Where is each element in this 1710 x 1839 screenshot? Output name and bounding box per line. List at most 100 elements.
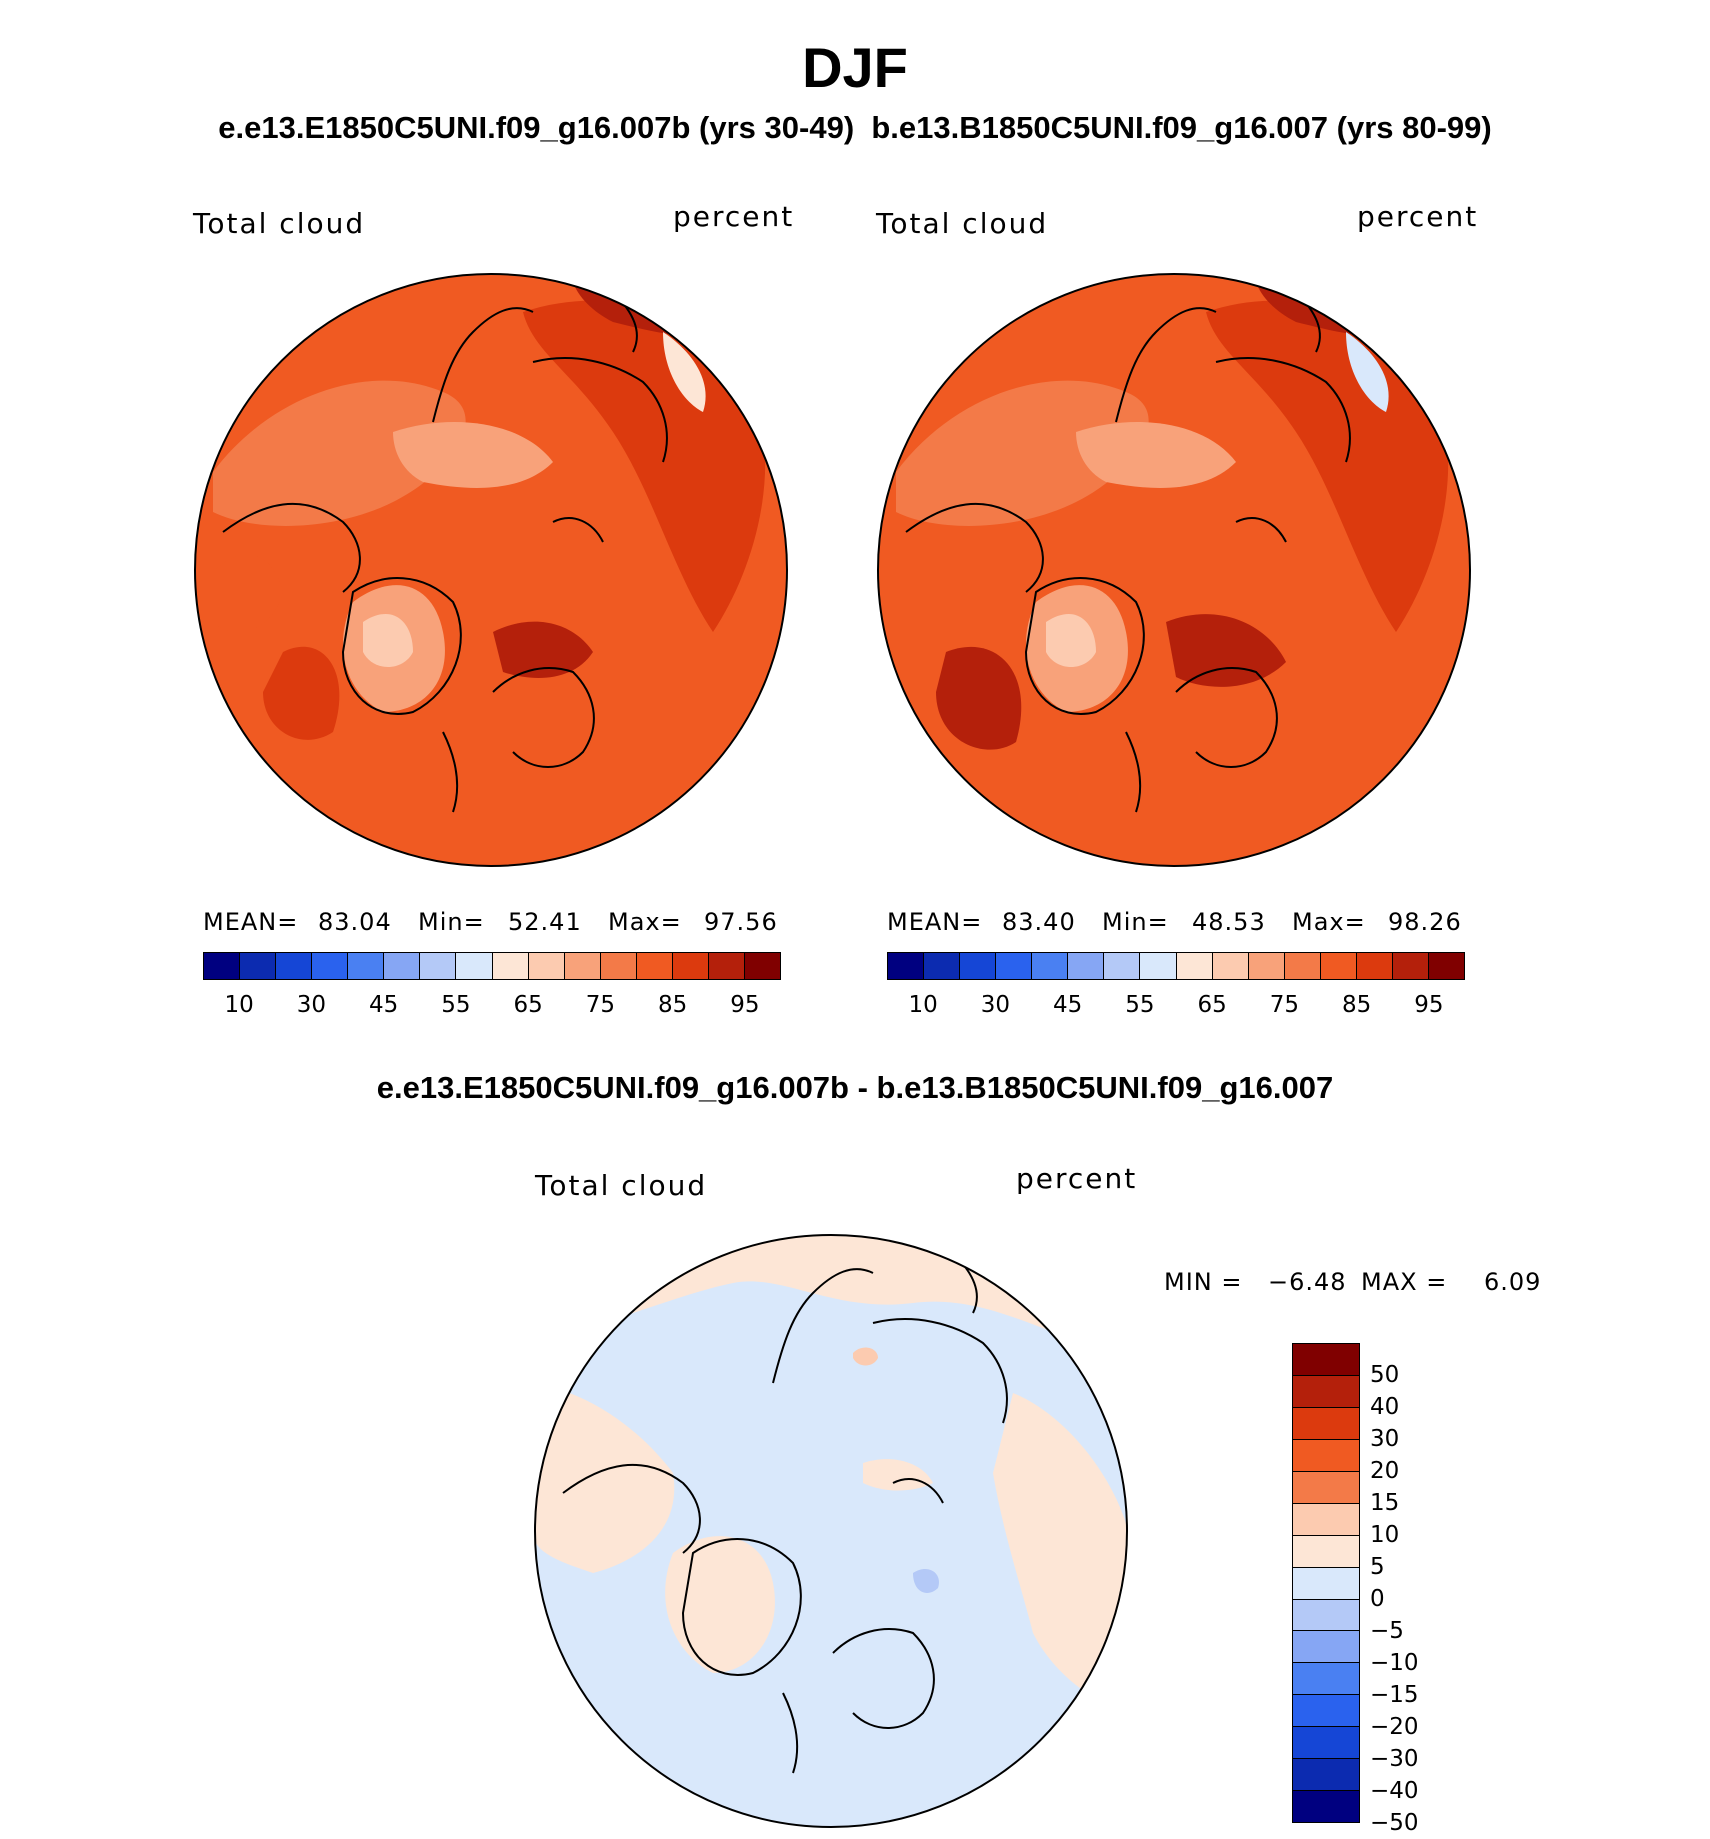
colorbar-swatch <box>420 953 457 979</box>
cases-subtitle: e.e13.E1850C5UNI.f09_g16.007b (yrs 30-49… <box>218 110 1492 145</box>
panel1-mean-value: 83.04 <box>318 908 392 936</box>
map-panel1 <box>194 273 788 867</box>
panel2-variable-label: Total cloud <box>876 207 1049 240</box>
colorbar-swatch <box>1140 953 1177 979</box>
colorbar-swatch <box>1176 953 1213 979</box>
colorbar-swatch <box>1248 953 1285 979</box>
colorbar-swatch <box>1293 1344 1359 1376</box>
diff-min-label: MIN = <box>1164 1268 1243 1296</box>
colorbar-swatch <box>1104 953 1141 979</box>
map1-region-bering <box>663 332 706 412</box>
colorbar-swatch <box>1284 953 1321 979</box>
panel1-mean-label: MEAN= <box>203 908 299 936</box>
colorbar-swatch <box>1293 1727 1359 1760</box>
panel2-mean-label: MEAN= <box>887 908 983 936</box>
colorbar-swatch <box>924 953 961 979</box>
colorbar-difference <box>1292 1343 1360 1823</box>
diff-min-value: −6.48 <box>1268 1268 1347 1296</box>
colorbar-swatch <box>1293 1567 1359 1600</box>
map1-region-greenland-interior <box>363 613 413 667</box>
colorbar-tick-label: −15 <box>1370 1682 1419 1708</box>
colorbar-swatch <box>960 953 997 979</box>
panel2-max-value: 98.26 <box>1388 908 1462 936</box>
colorbar-tick-label: −10 <box>1370 1650 1419 1676</box>
colorbar-tick-label: 10 <box>224 992 254 1018</box>
colorbar-tick-label: 45 <box>368 992 399 1018</box>
colorbar-panel2 <box>887 952 1465 980</box>
panel2-units-label: percent <box>1357 200 1479 233</box>
colorbar-swatch <box>996 953 1033 979</box>
map-difference <box>534 1234 1128 1828</box>
colorbar-tick-label: −50 <box>1370 1810 1419 1836</box>
colorbar-swatch <box>1032 953 1069 979</box>
panel1-units-label: percent <box>673 200 795 233</box>
panel2-min-value: 48.53 <box>1192 908 1266 936</box>
colorbar-tick-label: 30 <box>1370 1426 1400 1452</box>
diff-region-positive-greenland <box>665 1536 775 1673</box>
colorbar-tick-label: 55 <box>441 992 471 1018</box>
map1-region-pacific <box>213 380 466 526</box>
colorbar-swatch <box>1293 1407 1359 1440</box>
colorbar-tick-label: 65 <box>1197 992 1227 1018</box>
colorbar-tick-label: 50 <box>1370 1362 1400 1388</box>
colorbar-tick-label: 75 <box>1269 992 1300 1018</box>
colorbar-swatch <box>672 953 709 979</box>
colorbar-tick-label: 15 <box>1370 1490 1400 1516</box>
diff-coastline <box>562 1463 701 1554</box>
diff-region-positive-east <box>993 1393 1127 1713</box>
colorbar-swatch <box>1356 953 1393 979</box>
colorbar-tick-label: 30 <box>296 992 327 1018</box>
panel1-max-label: Max= <box>608 908 682 936</box>
diff-region-peak <box>853 1347 878 1366</box>
colorbar-swatch <box>1428 953 1464 979</box>
colorbar-swatch <box>204 953 241 979</box>
colorbar-tick-label: −20 <box>1370 1714 1419 1740</box>
panel2-min-label: Min= <box>1102 908 1169 936</box>
colorbar-swatch <box>384 953 421 979</box>
colorbar-tick-label: −5 <box>1370 1618 1404 1644</box>
colorbar-swatch <box>564 953 601 979</box>
colorbar-swatch <box>1068 953 1105 979</box>
map1-coastline <box>222 502 361 593</box>
diff-units-label: percent <box>1016 1162 1138 1195</box>
diff-region-negative <box>913 1568 939 1593</box>
colorbar-tick-label: 40 <box>1370 1394 1400 1420</box>
colorbar-swatch <box>600 953 637 979</box>
colorbar-swatch <box>1293 1375 1359 1408</box>
colorbar-tick-label: −30 <box>1370 1746 1419 1772</box>
map1-region-atlantic <box>263 646 340 740</box>
colorbar-swatch <box>276 953 313 979</box>
colorbar-swatch <box>744 953 780 979</box>
colorbar-swatch <box>456 953 493 979</box>
colorbar-swatch <box>1293 1503 1359 1536</box>
colorbar-swatch <box>1293 1791 1359 1823</box>
colorbar-swatch <box>1293 1599 1359 1632</box>
colorbar-tick-label: 20 <box>1370 1458 1400 1484</box>
map1-region-arctic-ocean <box>393 422 553 488</box>
colorbar-swatch <box>636 953 673 979</box>
difference-title: e.e13.E1850C5UNI.f09_g16.007b - b.e13.B1… <box>376 1070 1334 1105</box>
colorbar-tick-label: 95 <box>1414 992 1444 1018</box>
map1-region-siberia <box>523 300 766 632</box>
colorbar-swatch <box>1293 1759 1359 1792</box>
colorbar-swatch <box>708 953 745 979</box>
diff-max-value: 6.09 <box>1484 1268 1542 1296</box>
colorbar-tick-label: 10 <box>1370 1522 1400 1548</box>
colorbar-swatch <box>1293 1535 1359 1568</box>
panel1-min-label: Min= <box>418 908 485 936</box>
colorbar-swatch <box>492 953 529 979</box>
colorbar-swatch <box>348 953 385 979</box>
colorbar-tick-label: 30 <box>980 992 1011 1018</box>
colorbar-tick-label: 75 <box>585 992 616 1018</box>
colorbar-swatch <box>1212 953 1249 979</box>
colorbar-swatch <box>888 953 925 979</box>
map-panel2 <box>877 273 1471 867</box>
colorbar-swatch <box>528 953 565 979</box>
colorbar-swatch <box>1293 1631 1359 1664</box>
colorbar-tick-label: 5 <box>1370 1554 1385 1580</box>
colorbar-tick-label: 45 <box>1052 992 1083 1018</box>
figure-title: DJF <box>802 36 908 99</box>
panel2-max-label: Max= <box>1292 908 1366 936</box>
panel2-mean-value: 83.40 <box>1002 908 1076 936</box>
colorbar-swatch <box>240 953 277 979</box>
